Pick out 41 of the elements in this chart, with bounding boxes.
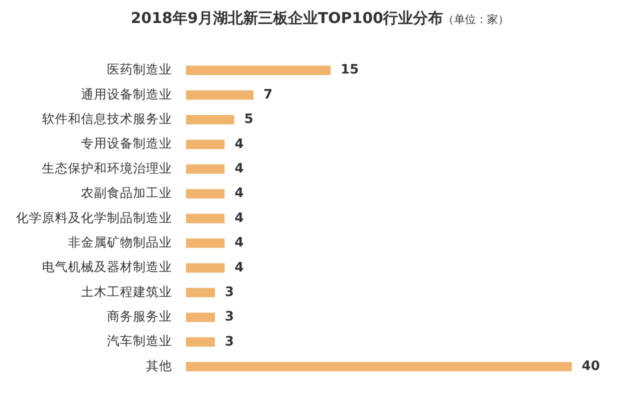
data-label: 40 [582, 359, 600, 374]
data-label: 5 [244, 112, 254, 128]
y-tick-label: 其他 [146, 358, 172, 373]
data-label: 3 [224, 334, 234, 350]
y-tick-label: 非金属矿物制品业 [68, 234, 172, 250]
y-tick-label: 通用设备制造业 [81, 86, 172, 102]
data-label: 4 [234, 136, 244, 152]
data-label: 4 [234, 260, 244, 276]
bar [186, 312, 215, 322]
bar [186, 140, 225, 150]
bar [186, 66, 331, 76]
data-label: 3 [224, 310, 234, 325]
bar [186, 337, 215, 347]
data-label: 15 [340, 62, 359, 78]
y-tick-label: 医药制造业 [107, 62, 172, 77]
y-tick-label: 生态保护和环境治理业 [42, 160, 172, 176]
data-label: 4 [234, 186, 244, 202]
y-tick-label: 电气机械及器材制造业 [42, 259, 172, 274]
bar [186, 238, 225, 248]
data-label: 4 [234, 236, 244, 251]
y-tick-label: 化学原料及化学制品制造业 [16, 210, 172, 225]
bar [186, 288, 215, 298]
data-label: 3 [224, 284, 234, 300]
y-tick-label: 农副食品加工业 [81, 185, 172, 200]
bar [186, 362, 572, 372]
y-tick-label: 土木工程建筑业 [81, 284, 172, 299]
bar [186, 164, 225, 174]
bar [186, 263, 225, 273]
bar [186, 90, 254, 100]
data-label: 4 [234, 210, 244, 226]
y-tick-label: 汽车制造业 [107, 333, 172, 348]
bar [186, 189, 225, 198]
chart-subtitle: （单位：家） [443, 13, 510, 26]
y-tick-label: 商务服务业 [107, 308, 172, 324]
y-tick-label: 软件和信息技术服务业 [42, 110, 172, 126]
bar [186, 214, 225, 224]
bar [186, 115, 234, 124]
y-tick-label: 专用设备制造业 [81, 136, 172, 151]
data-label: 4 [234, 161, 244, 176]
data-label: 7 [264, 87, 273, 102]
chart-title: 2018年9月湖北新三板企业TOP100行业分布 [130, 9, 444, 27]
